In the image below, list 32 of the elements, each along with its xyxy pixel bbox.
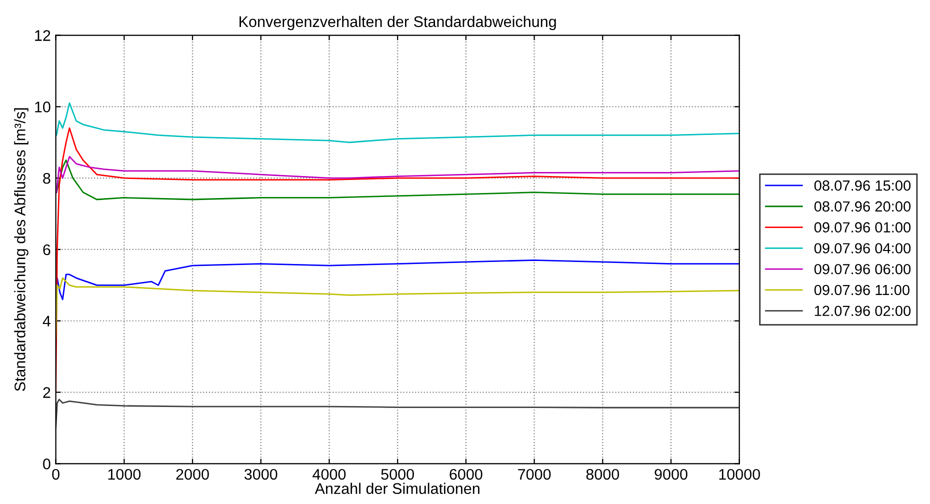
x-tick-label: 2000 [176, 468, 209, 480]
x-tick-label: 10000 [719, 468, 760, 480]
legend-label: 09.07.96 04:00 [814, 243, 911, 254]
x-tick-label: 0 [52, 468, 60, 480]
legend-label: 09.07.96 06:00 [814, 264, 911, 274]
x-tick-label: 4000 [312, 468, 346, 480]
x-tick-label: 5000 [381, 468, 414, 480]
line-series [56, 160, 740, 200]
y-tick-label: 10 [35, 102, 50, 112]
chart-title: Konvergenzverhalten der Standardabweichung [240, 16, 556, 30]
y-tick-label: 6 [43, 244, 50, 256]
line-series [56, 156, 740, 194]
y-tick-label: 4 [42, 316, 50, 326]
y-axis-title: Standardabweichung des Abflusses [m³/s] [14, 108, 28, 392]
line-series [56, 259, 740, 300]
legend-label: 08.07.96 20:00 [814, 201, 911, 212]
legend-label: 09.07.96 01:00 [814, 222, 911, 233]
y-tick-label: 12 [35, 30, 50, 41]
x-tick-label: 8000 [586, 468, 620, 480]
y-tick-label: 8 [43, 172, 50, 184]
x-axis-title: Anzahl der Simulationen [314, 482, 480, 494]
x-tick-label: 3000 [244, 468, 278, 480]
x-tick-label: 9000 [654, 468, 688, 480]
legend-label: 08.07.96 15:00 [814, 180, 911, 191]
x-tick-label: 1000 [108, 468, 141, 480]
legend-label: 12.07.96 02:00 [814, 306, 911, 316]
legend-label: 09.07.96 11:00 [814, 284, 910, 296]
line-series [56, 102, 740, 144]
y-tick-label: 2 [43, 387, 50, 398]
x-tick-label: 6000 [450, 468, 482, 480]
x-tick-label: 7000 [518, 468, 551, 480]
y-tick-label: 0 [43, 458, 50, 470]
